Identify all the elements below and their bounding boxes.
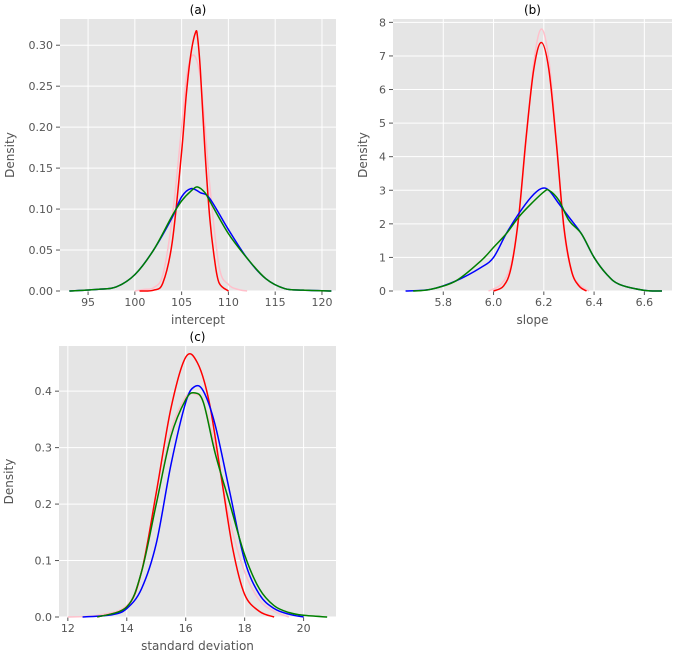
x-tick-label: 6.0 [485, 296, 503, 309]
density-line-green [69, 186, 332, 292]
y-tick-label: 8 [379, 16, 386, 29]
x-tick-label: 6.2 [535, 296, 553, 309]
plot-background [393, 19, 672, 291]
x-tick-label: 100 [124, 296, 145, 309]
y-tick-label: 0 [379, 285, 386, 298]
y-tick-label: 0.0 [35, 611, 53, 624]
y-tick-label: 0.10 [29, 203, 54, 216]
x-tick-label: 120 [311, 296, 332, 309]
density-line-green [413, 188, 662, 292]
density-line-red [139, 30, 229, 292]
y-tick-label: 2 [379, 218, 386, 231]
x-tick-label: 95 [81, 296, 95, 309]
x-tick-label: 5.8 [435, 296, 453, 309]
x-tick-label: 110 [218, 296, 239, 309]
x-tick-label: 16 [179, 622, 193, 635]
y-tick-label: 3 [379, 184, 386, 197]
x-tick-label: 115 [265, 296, 286, 309]
y-axis-label: Density [356, 132, 370, 178]
density-line-red [493, 41, 587, 292]
x-axis-label: standard deviation [141, 639, 254, 653]
y-tick-label: 0.15 [29, 162, 54, 175]
x-tick-label: 18 [238, 622, 252, 635]
y-tick-label: 7 [379, 50, 386, 63]
density-line-pink [134, 54, 248, 292]
y-tick-label: 0.2 [35, 498, 53, 511]
y-axis-label: Density [2, 459, 16, 505]
y-tick-label: 0.00 [29, 285, 54, 298]
y-tick-label: 0.4 [35, 385, 53, 398]
y-tick-label: 0.30 [29, 39, 54, 52]
x-tick-label: 6.6 [636, 296, 654, 309]
panel-title: (a) [190, 3, 207, 17]
x-tick-label: 14 [120, 622, 134, 635]
x-tick-label: 12 [61, 622, 75, 635]
panel-b: 5.8 6.0 6.2 6.4 6.6 0 1 2 3 4 5 6 7 8 (b) slope Density [356, 3, 672, 327]
x-tick-label: 20 [297, 622, 311, 635]
panel-a: 95 100 105 110 115 120 0.00 0.05 0.10 0.15 0.20 0.2… [3, 3, 336, 327]
panel-title: (c) [190, 330, 206, 344]
density-line-blue [82, 384, 304, 618]
x-axis-label: slope [517, 313, 549, 327]
x-axis-label: intercept [171, 313, 225, 327]
density-line-green [97, 391, 328, 618]
x-tick-label: 105 [171, 296, 192, 309]
y-tick-label: 4 [379, 151, 386, 164]
y-tick-label: 0.3 [35, 442, 53, 455]
y-axis-label: Density [3, 132, 17, 178]
y-tick-label: 0.05 [29, 244, 54, 257]
x-tick-label: 6.4 [585, 296, 603, 309]
y-tick-label: 0.25 [29, 80, 54, 93]
panel-title: (b) [524, 3, 541, 17]
y-tick-label: 0.20 [29, 121, 54, 134]
plot-background [59, 346, 336, 617]
y-tick-label: 5 [379, 117, 386, 130]
y-tick-label: 1 [379, 251, 386, 264]
y-tick-label: 0.1 [35, 555, 53, 568]
panel-c: 12 14 16 18 20 0.0 0.1 0.2 0.3 0.4 (c) standard dev… [2, 330, 336, 653]
y-tick-label: 6 [379, 84, 386, 97]
